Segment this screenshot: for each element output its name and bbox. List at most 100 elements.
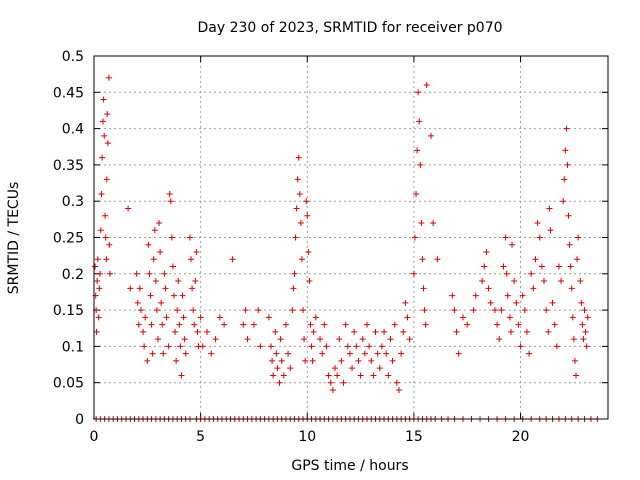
data-point bbox=[250, 321, 257, 328]
data-point bbox=[170, 292, 177, 299]
data-point bbox=[563, 125, 570, 132]
y-tick-label: 0.45 bbox=[53, 85, 84, 101]
data-point bbox=[410, 270, 417, 277]
data-point bbox=[332, 365, 339, 372]
y-tick-label: 0.25 bbox=[53, 231, 84, 247]
data-point bbox=[204, 328, 211, 335]
data-point bbox=[103, 256, 110, 263]
data-point bbox=[160, 350, 167, 357]
data-point bbox=[391, 321, 398, 328]
data-point bbox=[312, 314, 319, 321]
data-point bbox=[265, 314, 272, 321]
data-point bbox=[192, 278, 199, 285]
data-point bbox=[411, 234, 418, 241]
data-point bbox=[106, 241, 113, 248]
data-point bbox=[517, 343, 524, 350]
data-point bbox=[158, 299, 165, 306]
data-point bbox=[577, 278, 584, 285]
data-point bbox=[487, 299, 494, 306]
data-point bbox=[103, 176, 110, 183]
data-point bbox=[242, 307, 249, 314]
y-tick-label: 0.1 bbox=[62, 339, 84, 355]
data-point bbox=[334, 372, 341, 379]
data-point bbox=[578, 299, 585, 306]
data-point bbox=[102, 212, 109, 219]
data-point bbox=[306, 278, 313, 285]
data-point bbox=[568, 285, 575, 292]
data-point bbox=[302, 357, 309, 364]
data-point bbox=[555, 263, 562, 270]
data-point bbox=[165, 343, 172, 350]
data-point bbox=[485, 285, 492, 292]
data-point bbox=[289, 307, 296, 314]
data-point bbox=[406, 336, 413, 343]
data-point bbox=[427, 132, 434, 139]
data-point bbox=[161, 270, 168, 277]
data-point bbox=[571, 357, 578, 364]
data-point bbox=[479, 278, 486, 285]
data-point bbox=[565, 212, 572, 219]
data-point bbox=[190, 307, 197, 314]
y-tick-label: 0.4 bbox=[62, 122, 84, 138]
data-point bbox=[106, 270, 113, 277]
data-point bbox=[361, 350, 368, 357]
data-point bbox=[136, 285, 143, 292]
data-point bbox=[534, 219, 541, 226]
data-point bbox=[104, 140, 111, 147]
data-point bbox=[491, 307, 498, 314]
data-point bbox=[180, 314, 187, 321]
data-point bbox=[372, 328, 379, 335]
data-point bbox=[566, 241, 573, 248]
data-point bbox=[470, 307, 477, 314]
data-point bbox=[98, 190, 105, 197]
data-point bbox=[513, 299, 520, 306]
data-point bbox=[240, 321, 247, 328]
data-point bbox=[453, 328, 460, 335]
data-point bbox=[558, 278, 565, 285]
data-point bbox=[307, 321, 314, 328]
data-point bbox=[297, 219, 304, 226]
data-point bbox=[449, 292, 456, 299]
data-point bbox=[381, 328, 388, 335]
data-point bbox=[147, 292, 154, 299]
data-point bbox=[157, 249, 164, 256]
data-point bbox=[153, 307, 160, 314]
data-point bbox=[579, 321, 586, 328]
data-point bbox=[580, 336, 587, 343]
data-point bbox=[244, 336, 251, 343]
y-tick-label: 0.05 bbox=[53, 376, 84, 392]
data-point bbox=[188, 256, 195, 263]
data-point bbox=[402, 299, 409, 306]
data-point bbox=[159, 321, 166, 328]
data-point bbox=[166, 190, 173, 197]
data-point bbox=[276, 379, 283, 386]
data-point bbox=[359, 336, 366, 343]
y-tick-label: 0.2 bbox=[62, 267, 84, 283]
data-point bbox=[102, 234, 109, 241]
data-point bbox=[415, 89, 422, 96]
data-point bbox=[99, 118, 106, 125]
data-point bbox=[175, 278, 182, 285]
data-point bbox=[287, 365, 294, 372]
data-point bbox=[404, 314, 411, 321]
data-point bbox=[141, 343, 148, 350]
data-point bbox=[145, 241, 152, 248]
data-point bbox=[357, 372, 364, 379]
data-point bbox=[296, 190, 303, 197]
data-point bbox=[543, 307, 550, 314]
y-tick-label: 0.35 bbox=[53, 158, 84, 174]
data-point bbox=[336, 336, 343, 343]
data-point bbox=[221, 321, 228, 328]
data-points bbox=[92, 74, 601, 422]
data-point bbox=[451, 307, 458, 314]
data-point bbox=[97, 227, 104, 234]
grid bbox=[94, 56, 608, 419]
data-point bbox=[419, 256, 426, 263]
data-point bbox=[323, 343, 330, 350]
data-point bbox=[179, 292, 186, 299]
data-point bbox=[393, 379, 400, 386]
data-point bbox=[100, 96, 107, 103]
data-point bbox=[413, 190, 420, 197]
data-point bbox=[310, 328, 317, 335]
